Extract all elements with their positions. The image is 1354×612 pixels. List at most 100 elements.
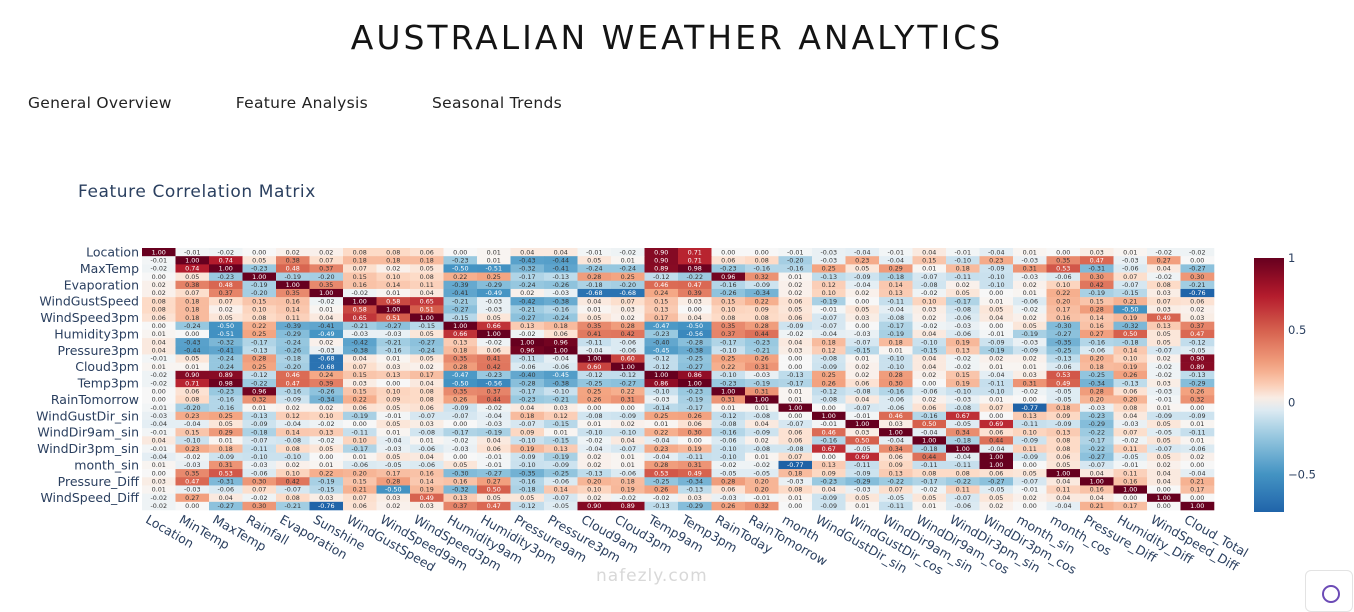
heatmap-cell[interactable]: [376, 411, 411, 421]
heatmap-cell[interactable]: [812, 444, 846, 453]
heatmap-cell[interactable]: [879, 288, 913, 298]
heatmap-cell[interactable]: [711, 329, 746, 339]
heatmap-cell[interactable]: [1046, 477, 1081, 486]
heatmap-cell[interactable]: [510, 288, 545, 298]
heatmap-cell[interactable]: [644, 297, 679, 306]
heatmap-cell[interactable]: [510, 256, 545, 265]
heatmap-cell[interactable]: [644, 256, 679, 265]
heatmap-cell[interactable]: [343, 436, 377, 445]
heatmap-cell[interactable]: [678, 477, 712, 486]
heatmap-cell[interactable]: [544, 501, 578, 511]
heatmap-cell[interactable]: [242, 305, 277, 314]
heatmap-cell[interactable]: [175, 313, 210, 322]
heatmap-cell[interactable]: [577, 256, 612, 265]
heatmap-cell[interactable]: [678, 264, 712, 273]
heatmap-cell[interactable]: [611, 411, 645, 421]
heatmap-cell[interactable]: [142, 460, 176, 470]
heatmap-cell[interactable]: [644, 460, 679, 470]
heatmap-cell[interactable]: [678, 370, 712, 380]
heatmap-cell[interactable]: [410, 338, 444, 347]
heatmap-cell[interactable]: [812, 477, 846, 486]
heatmap-cell[interactable]: [1046, 370, 1081, 380]
heatmap-cell[interactable]: [745, 248, 779, 257]
heatmap-cell[interactable]: [845, 469, 880, 478]
heatmap-cell[interactable]: [979, 256, 1014, 265]
heatmap-cell[interactable]: [678, 485, 712, 494]
heatmap-cell[interactable]: [443, 338, 478, 347]
heatmap-cell[interactable]: [711, 444, 746, 453]
heatmap-cell[interactable]: [1013, 321, 1047, 331]
heatmap-cell[interactable]: [1113, 354, 1148, 363]
heatmap-cell[interactable]: [309, 419, 344, 429]
heatmap-cell[interactable]: [678, 452, 712, 462]
heatmap-cell[interactable]: [1080, 428, 1114, 437]
heatmap-cell[interactable]: [644, 452, 679, 462]
heatmap-cell[interactable]: [678, 444, 712, 453]
heatmap-cell[interactable]: [276, 346, 310, 355]
heatmap-cell[interactable]: [812, 256, 846, 265]
heatmap-cell[interactable]: [678, 329, 712, 339]
heatmap-cell[interactable]: [946, 329, 980, 339]
heatmap-cell[interactable]: [443, 493, 478, 503]
heatmap-cell[interactable]: [1080, 403, 1114, 413]
heatmap-cell[interactable]: [510, 419, 545, 429]
heatmap-cell[interactable]: [477, 387, 511, 396]
heatmap-cell[interactable]: [1113, 501, 1148, 511]
heatmap-cell[interactable]: [745, 297, 779, 306]
heatmap-cell[interactable]: [879, 362, 913, 372]
heatmap-cell[interactable]: [778, 493, 813, 503]
heatmap-cell[interactable]: [812, 469, 846, 478]
heatmap-cell[interactable]: [1180, 403, 1215, 413]
heatmap-cell[interactable]: [276, 321, 310, 331]
heatmap-cell[interactable]: [644, 354, 679, 363]
heatmap-cell[interactable]: [644, 346, 679, 355]
heatmap-cell[interactable]: [644, 264, 679, 273]
heatmap-cell[interactable]: [879, 264, 913, 273]
heatmap-cell[interactable]: [1147, 370, 1181, 380]
heatmap-cell[interactable]: [175, 280, 210, 290]
heatmap-cell[interactable]: [242, 321, 277, 331]
heatmap-cell[interactable]: [611, 477, 645, 486]
heatmap-cell[interactable]: [477, 493, 511, 503]
heatmap-cell[interactable]: [745, 346, 779, 355]
heatmap-cell[interactable]: [611, 346, 645, 355]
help-button[interactable]: [1305, 570, 1353, 612]
heatmap-cell[interactable]: [611, 395, 645, 404]
heatmap-cell[interactable]: [711, 280, 746, 290]
heatmap-cell[interactable]: [912, 379, 947, 388]
heatmap-cell[interactable]: [1046, 248, 1081, 257]
heatmap-cell[interactable]: [443, 313, 478, 322]
heatmap-cell[interactable]: [175, 272, 210, 282]
heatmap-cell[interactable]: [175, 469, 210, 478]
heatmap-cell[interactable]: [376, 329, 411, 339]
heatmap-cell[interactable]: [879, 477, 913, 486]
heatmap-cell[interactable]: [175, 460, 210, 470]
heatmap-cell[interactable]: [1080, 436, 1114, 445]
heatmap-cell[interactable]: [443, 370, 478, 380]
heatmap-cell[interactable]: [242, 346, 277, 355]
heatmap-cell[interactable]: [745, 501, 779, 511]
heatmap-cell[interactable]: [979, 477, 1014, 486]
heatmap-cell[interactable]: [276, 362, 310, 372]
heatmap-cell[interactable]: [544, 338, 578, 347]
heatmap-cell[interactable]: [879, 395, 913, 404]
heatmap-cell[interactable]: [410, 501, 444, 511]
heatmap-cell[interactable]: [1113, 256, 1148, 265]
heatmap-cell[interactable]: [1147, 469, 1181, 478]
heatmap-cell[interactable]: [1180, 272, 1215, 282]
heatmap-cell[interactable]: [711, 485, 746, 494]
heatmap-cell[interactable]: [1046, 501, 1081, 511]
heatmap-cell[interactable]: [410, 248, 444, 257]
heatmap-cell[interactable]: [1113, 411, 1148, 421]
heatmap-cell[interactable]: [845, 313, 880, 322]
heatmap-cell[interactable]: [175, 493, 210, 503]
heatmap-cell[interactable]: [1180, 297, 1215, 306]
heatmap-cell[interactable]: [678, 354, 712, 363]
heatmap-cell[interactable]: [644, 444, 679, 453]
heatmap-cell[interactable]: [678, 256, 712, 265]
heatmap-cell[interactable]: [812, 313, 846, 322]
heatmap-cell[interactable]: [142, 346, 176, 355]
heatmap-cell[interactable]: [175, 264, 210, 273]
heatmap-cell[interactable]: [879, 370, 913, 380]
heatmap-cell[interactable]: [1113, 321, 1148, 331]
